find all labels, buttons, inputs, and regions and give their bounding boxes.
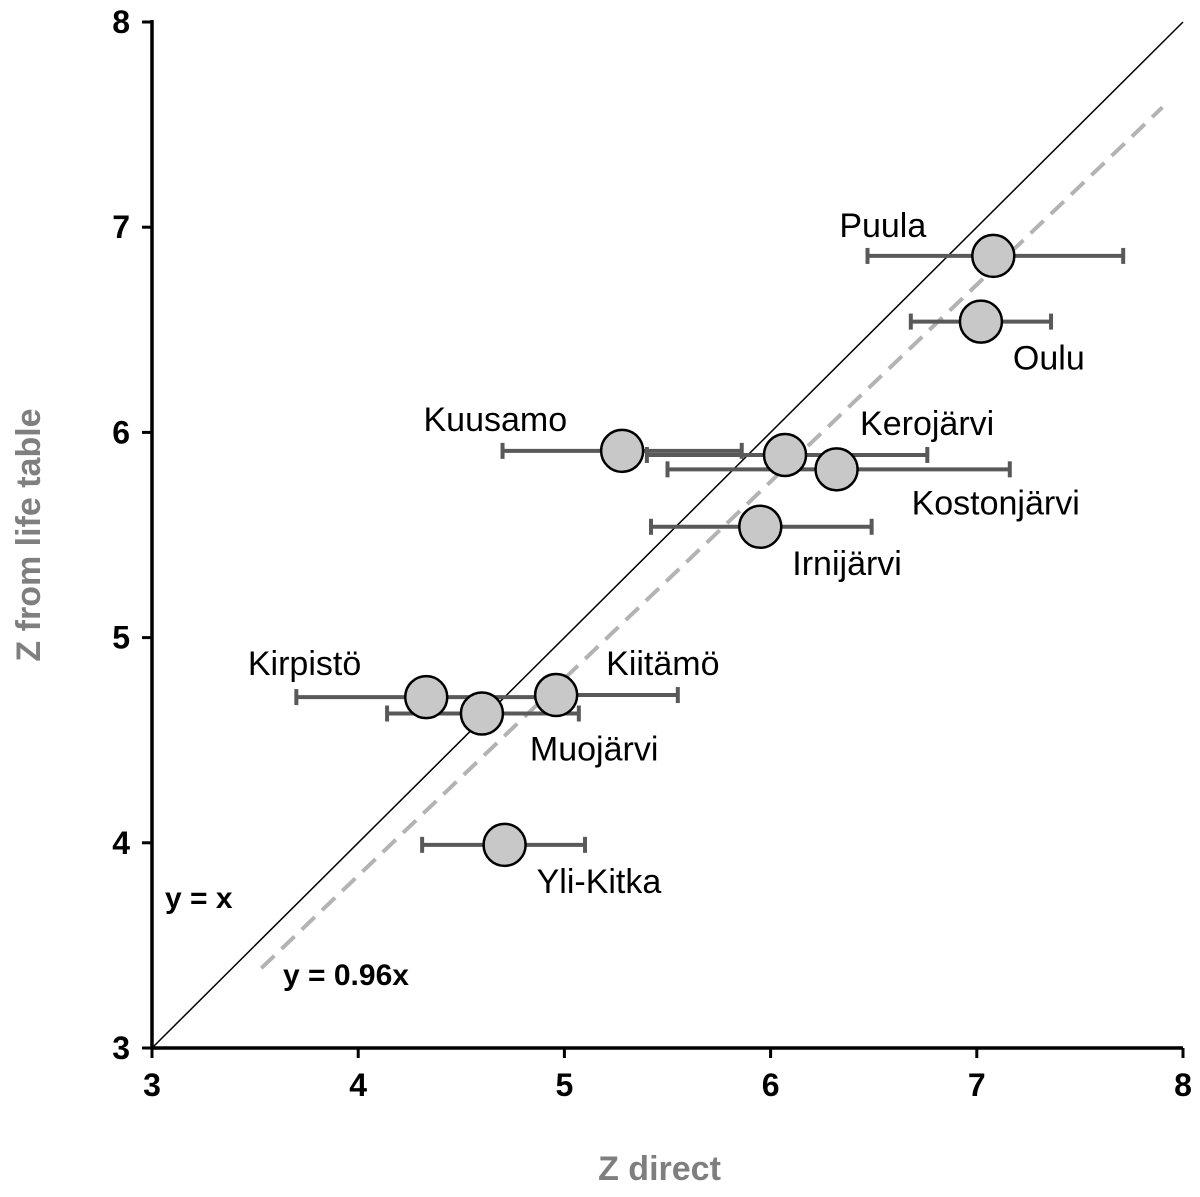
point-irnijärvi [738,504,783,550]
line-fit [259,105,1164,970]
y-tick-label: 8 [112,4,130,40]
y-tick-label: 7 [112,209,130,245]
x-tick-label: 6 [762,1067,780,1103]
y-tick-label: 6 [112,414,130,450]
point-kostonjärvi [814,447,859,492]
point-kirpistö [403,674,449,720]
point-label: Irnijärvi [792,545,902,583]
y-tick-label: 5 [112,620,130,656]
point-muojärvi [459,691,505,736]
point-kiitämö [533,672,579,718]
line-identity [151,21,1184,1049]
fit-lines [151,21,1184,1049]
point-oulu [958,299,1004,344]
x-tick-label: 5 [556,1067,574,1103]
point-label: Kuusamo [423,401,567,439]
y-tick-label: 3 [112,1030,130,1066]
x-tick-label: 7 [968,1067,986,1103]
point-label: Oulu [1013,340,1085,378]
point-yli-kitka [482,822,527,868]
point-kerojärvi [762,432,808,478]
error-bars [294,247,1126,853]
point-label: Kerojärvi [860,405,994,443]
y-tick-label: 4 [112,825,130,861]
line-label: y = x [165,882,233,915]
point-label: Kiitämö [606,645,719,683]
point-label: Yli-Kitka [537,863,662,901]
point-kuusamo [599,428,645,474]
x-tick-label: 8 [1174,1067,1192,1103]
point-label: Puula [839,207,926,245]
x-tick-label: 4 [349,1067,367,1103]
line-label: y = 0.96x [283,959,409,992]
x-tick-label: 3 [143,1067,161,1103]
point-puula [971,233,1016,279]
axes [142,20,1185,1058]
y-axis-title: Z from life table [10,408,48,661]
point-label: Kirpistö [248,645,361,683]
data-points [403,233,1016,868]
labels: y = x y = 0.96x Puula Oulu Kuusamo Kerojärvi K… [10,4,1192,1188]
point-label: Kostonjärvi [912,484,1080,522]
x-axis-title: Z direct [598,1150,721,1188]
point-label: Muojärvi [530,731,658,769]
